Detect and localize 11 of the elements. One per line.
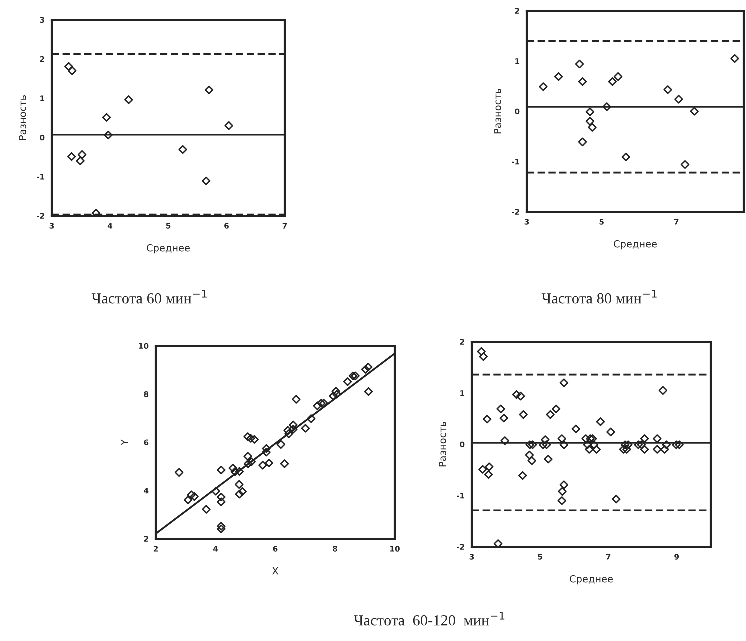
x-axis-title: Среднее [614,240,657,250]
x-axis-title: Среднее [147,244,190,254]
text: Частота 60 мин$^{−1}$ [92,290,207,304]
y-axis-title: Y [120,440,128,446]
text: Частота 60-120 мин$^{−1}$ [354,612,505,626]
y-axis-title: Разность [439,422,446,467]
x-axis-title: X [272,568,279,575]
text: Частота 80 мин$^{−1}$ [542,290,657,304]
y-axis-title: Разность [494,89,502,134]
x-axis-title: Среднее [570,575,613,585]
y-axis-title: Разность [19,96,26,140]
